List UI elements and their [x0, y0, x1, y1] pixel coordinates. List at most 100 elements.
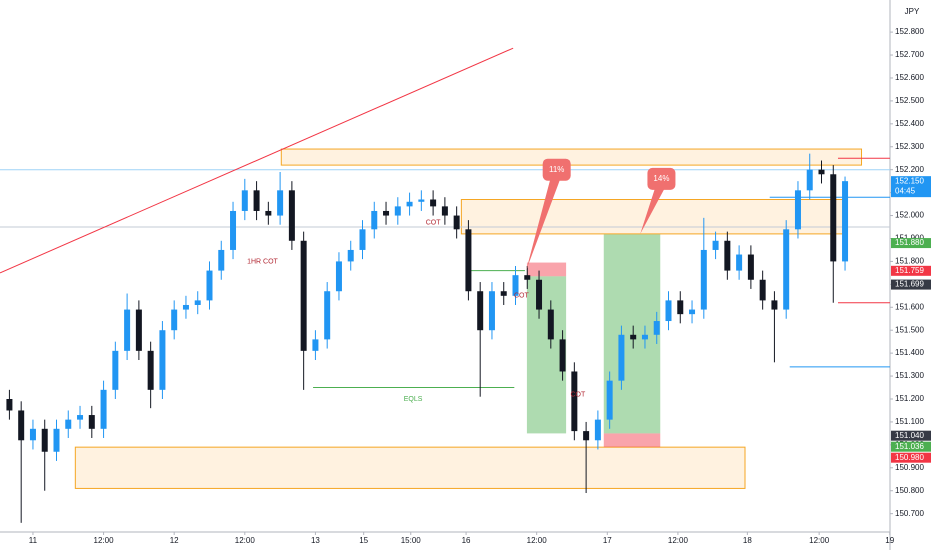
candle-body: [335, 261, 342, 292]
candle-body: [700, 249, 707, 310]
candle-body: [524, 275, 531, 280]
trend-line: [0, 47, 514, 274]
x-tick-label: 16: [462, 536, 471, 545]
candle-body: [771, 300, 778, 310]
x-tick-label: 15: [359, 536, 368, 545]
candle-body: [371, 210, 378, 230]
y-tick-label: 151.600: [895, 302, 924, 311]
candle-body: [747, 254, 754, 280]
candle-body: [512, 275, 519, 296]
candle-body: [453, 215, 460, 230]
candle-body: [383, 210, 390, 216]
candle-body: [218, 249, 225, 271]
candle-body: [100, 389, 107, 429]
candle-body: [783, 229, 790, 310]
x-tick-label: 12: [170, 536, 179, 545]
price-tag: [891, 441, 931, 452]
price-tag: [891, 279, 931, 290]
y-tick-label: 150.700: [895, 509, 924, 518]
price-tag: [891, 430, 931, 441]
candle-body: [547, 309, 554, 340]
supply-demand-zone: [74, 446, 746, 489]
price-tag: [891, 238, 931, 249]
candle-body: [194, 300, 201, 305]
candle-body: [288, 190, 295, 241]
y-tick-label: 151.100: [895, 417, 924, 426]
x-tick-label: 19: [885, 536, 894, 545]
candle-body: [583, 431, 590, 441]
candle-body: [206, 270, 213, 301]
candle-body: [806, 169, 813, 191]
candle-body: [465, 229, 472, 292]
x-tick-label: 15:00: [401, 536, 422, 545]
candle-body: [665, 300, 672, 322]
candle-body: [77, 415, 84, 420]
candle-body: [477, 291, 484, 331]
candle-body: [124, 309, 131, 351]
price-tag-sub: 04:45: [895, 186, 916, 195]
candle-body: [6, 399, 13, 411]
candle-body: [500, 291, 507, 296]
y-tick-label: 150.900: [895, 463, 924, 472]
candle-body: [571, 371, 578, 432]
candle-body: [536, 279, 543, 310]
y-tick-label: 151.800: [895, 257, 924, 266]
x-tick-label: 12:00: [235, 536, 256, 545]
annotation-text: COT: [570, 391, 586, 398]
y-tick-label: 151.400: [895, 348, 924, 357]
y-tick-label: 152.700: [895, 50, 924, 59]
y-tick-label: 152.600: [895, 73, 924, 82]
candle-body: [135, 309, 142, 351]
annotation-text: EQLS: [404, 396, 423, 403]
price-tag: [891, 265, 931, 276]
price-tag-label: 151.880: [895, 238, 924, 247]
x-tick-label: 12:00: [668, 536, 689, 545]
y-tick-label: 152.000: [895, 211, 924, 220]
candle-body: [41, 428, 48, 452]
candle-body: [53, 428, 60, 452]
supply-demand-zone: [280, 148, 863, 166]
currency-label: JPY: [905, 7, 920, 16]
candle-body: [159, 330, 166, 390]
candle-body: [277, 190, 284, 216]
x-tick-label: 12:00: [527, 536, 548, 545]
stop-box: [603, 433, 661, 448]
candle-body: [594, 419, 601, 441]
candle-body: [441, 206, 448, 216]
candle-body: [112, 350, 119, 390]
candle-body: [394, 206, 401, 216]
candle-body: [182, 304, 189, 310]
x-tick-label: 18: [743, 536, 752, 545]
candle-body: [759, 279, 766, 301]
target-box: [603, 234, 661, 434]
y-tick-label: 152.300: [895, 142, 924, 151]
candle-body: [653, 321, 660, 335]
candle-body: [241, 190, 248, 211]
price-tag-label: 151.040: [895, 431, 924, 440]
price-tag-label: 151.036: [895, 442, 924, 451]
callout-label: 14%: [653, 174, 669, 183]
callout-pointer: [640, 186, 666, 234]
annotation-text: COT: [514, 293, 530, 300]
candle-body: [29, 428, 36, 441]
callout-label: 11%: [549, 165, 564, 174]
candle-body: [230, 210, 237, 250]
y-tick-label: 152.400: [895, 119, 924, 128]
callout-box: [542, 158, 571, 181]
candle-body: [606, 380, 613, 420]
y-tick-label: 151.200: [895, 394, 924, 403]
candle-body: [324, 291, 331, 340]
candle-body: [347, 249, 354, 262]
x-tick-label: 11: [29, 536, 38, 545]
candle-body: [147, 350, 154, 390]
candle-body: [689, 309, 696, 315]
candle-body: [406, 201, 413, 207]
annotation-text: COT: [426, 219, 442, 226]
candle-body: [818, 169, 825, 175]
annotation-text: 1HR COT: [247, 258, 278, 265]
candle-body: [830, 174, 837, 262]
y-tick-label: 151.300: [895, 371, 924, 380]
price-tag: [891, 452, 931, 463]
y-tick-label: 151.500: [895, 325, 924, 334]
y-tick-label: 152.800: [895, 27, 924, 36]
